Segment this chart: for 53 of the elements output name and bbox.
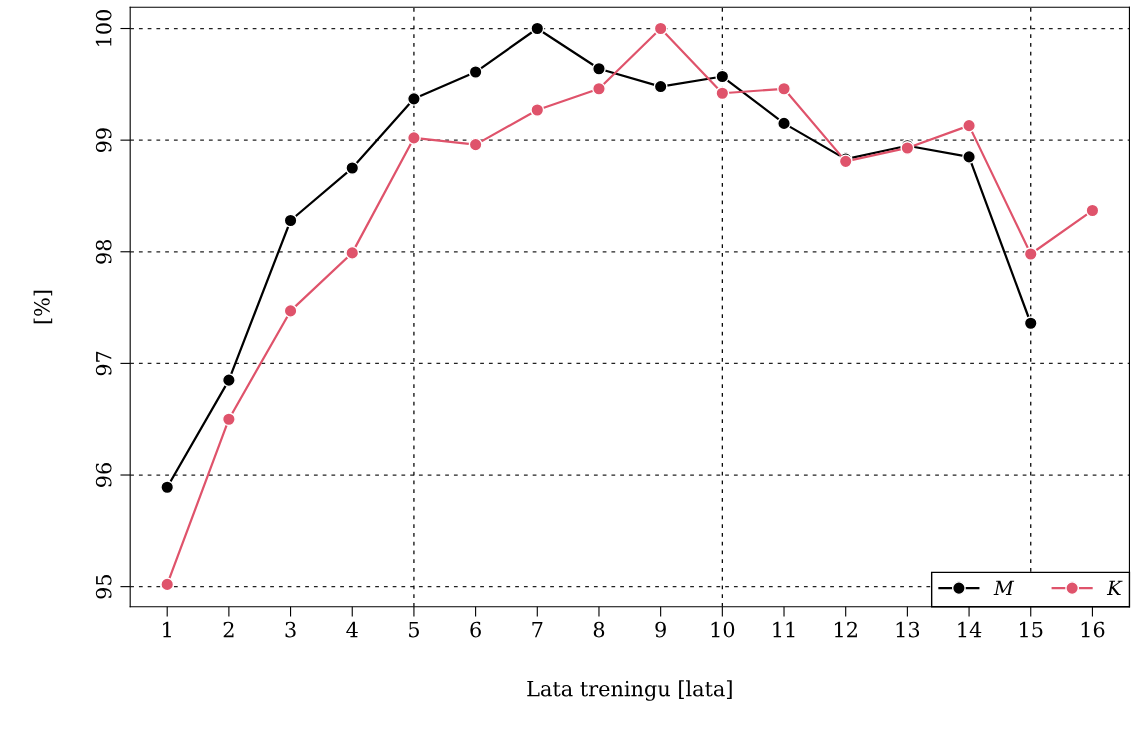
x-tick-label: 3	[285, 621, 296, 638]
x-tick-label: 2	[223, 621, 234, 638]
point	[1023, 247, 1038, 261]
y-tick-label: 97	[95, 351, 112, 376]
point	[221, 412, 236, 427]
x-tick-label: 5	[409, 621, 419, 638]
point	[468, 65, 483, 79]
x-tick-label: 6	[470, 621, 481, 638]
point	[1023, 316, 1038, 331]
point	[221, 373, 236, 388]
point	[530, 21, 545, 36]
point	[406, 91, 421, 106]
legend-label: K	[1106, 580, 1123, 595]
x-tick-label: 7	[532, 621, 543, 638]
point	[1085, 203, 1100, 218]
point	[530, 103, 545, 117]
legend-label: M	[993, 580, 1015, 595]
point	[160, 577, 175, 592]
point	[715, 86, 730, 101]
x-tick-label: 13	[896, 621, 920, 638]
y-tick-label: 99	[95, 128, 112, 153]
x-tick-label: 10	[711, 621, 735, 638]
x-tick-label: 14	[958, 621, 982, 638]
x-axis-title: Lata treningu [lata]	[527, 680, 732, 701]
point	[653, 79, 668, 94]
x-tick-label: 4	[346, 621, 358, 638]
y-tick-label: 100	[95, 10, 112, 46]
point	[406, 130, 421, 145]
x-tick-label: 9	[655, 621, 666, 638]
y-tick-label: 98	[95, 239, 112, 264]
x-tick-label: 12	[834, 621, 857, 638]
point	[160, 480, 175, 495]
point	[468, 137, 483, 152]
y-tick-label: 96	[95, 463, 112, 487]
point	[777, 116, 791, 131]
point	[777, 81, 791, 96]
point	[592, 61, 606, 76]
point	[345, 161, 360, 175]
x-tick-label: 1	[163, 621, 171, 638]
point	[653, 21, 668, 36]
point	[283, 303, 298, 318]
y-tick-label: 95	[95, 574, 112, 599]
point	[962, 118, 977, 133]
x-tick-label: 16	[1081, 621, 1105, 638]
x-tick-label: 11	[773, 621, 795, 638]
point	[962, 149, 977, 164]
y-axis-title: [%]	[33, 290, 53, 324]
point	[715, 69, 730, 84]
point	[283, 213, 298, 228]
x-tick-label: 15	[1020, 621, 1043, 638]
x-tick-label: 8	[593, 621, 605, 638]
point	[345, 245, 360, 260]
point	[592, 81, 606, 96]
